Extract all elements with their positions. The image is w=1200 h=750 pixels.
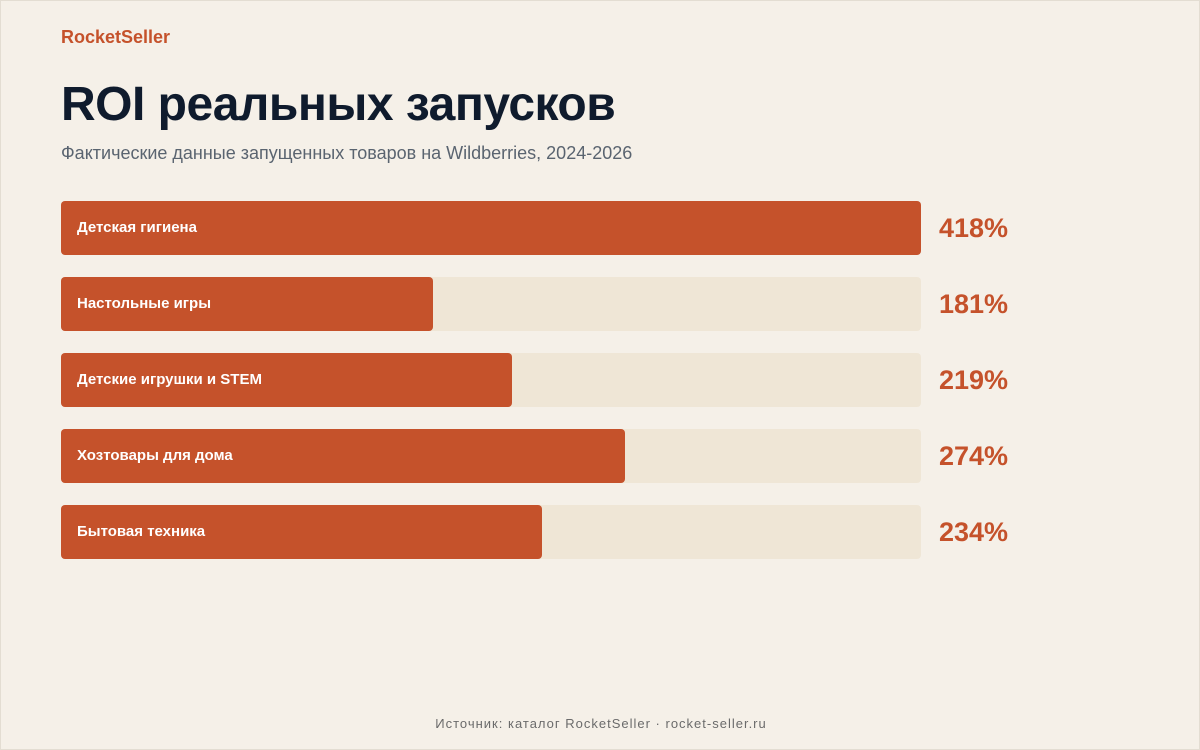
bar-fill bbox=[61, 429, 625, 483]
page-title: ROI реальных запусков bbox=[61, 78, 616, 131]
brand-logo: RocketSeller bbox=[61, 27, 171, 47]
bar-row: Хозтовары для дома 274% bbox=[61, 429, 1061, 483]
bar-fill bbox=[61, 505, 542, 559]
bar-category-label: Детская гигиена bbox=[77, 219, 197, 236]
bar-category-label: Бытовая техника bbox=[77, 523, 206, 540]
page-subtitle: Фактические данные запущенных товаров на… bbox=[61, 143, 633, 163]
bar-category-label: Хозтовары для дома bbox=[77, 447, 233, 464]
bar-row: Детские игрушки и STEM 219% bbox=[61, 353, 1061, 407]
bar-category-label: Детские игрушки и STEM bbox=[77, 371, 262, 388]
bar-row: Бытовая техника 234% bbox=[61, 505, 1061, 559]
bar-fill bbox=[61, 277, 433, 331]
bar-value-label: 219% bbox=[939, 365, 1009, 395]
source-footer: Источник: каталог RocketSeller · rocket-… bbox=[435, 716, 767, 731]
bar-value-label: 181% bbox=[939, 289, 1009, 319]
bar-value-label: 274% bbox=[939, 441, 1009, 471]
bar-row: Детская гигиена 418% bbox=[61, 201, 1061, 255]
bar-fill bbox=[61, 201, 921, 255]
bar-category-label: Настольные игры bbox=[77, 295, 212, 312]
bar-fill bbox=[61, 353, 512, 407]
bar-value-label: 234% bbox=[939, 517, 1009, 547]
roi-bar-chart: Детская гигиена 418% Настольные игры 181% Де… bbox=[61, 201, 1061, 581]
bar-value-label: 418% bbox=[939, 213, 1009, 243]
bar-row: Настольные игры 181% bbox=[61, 277, 1061, 331]
